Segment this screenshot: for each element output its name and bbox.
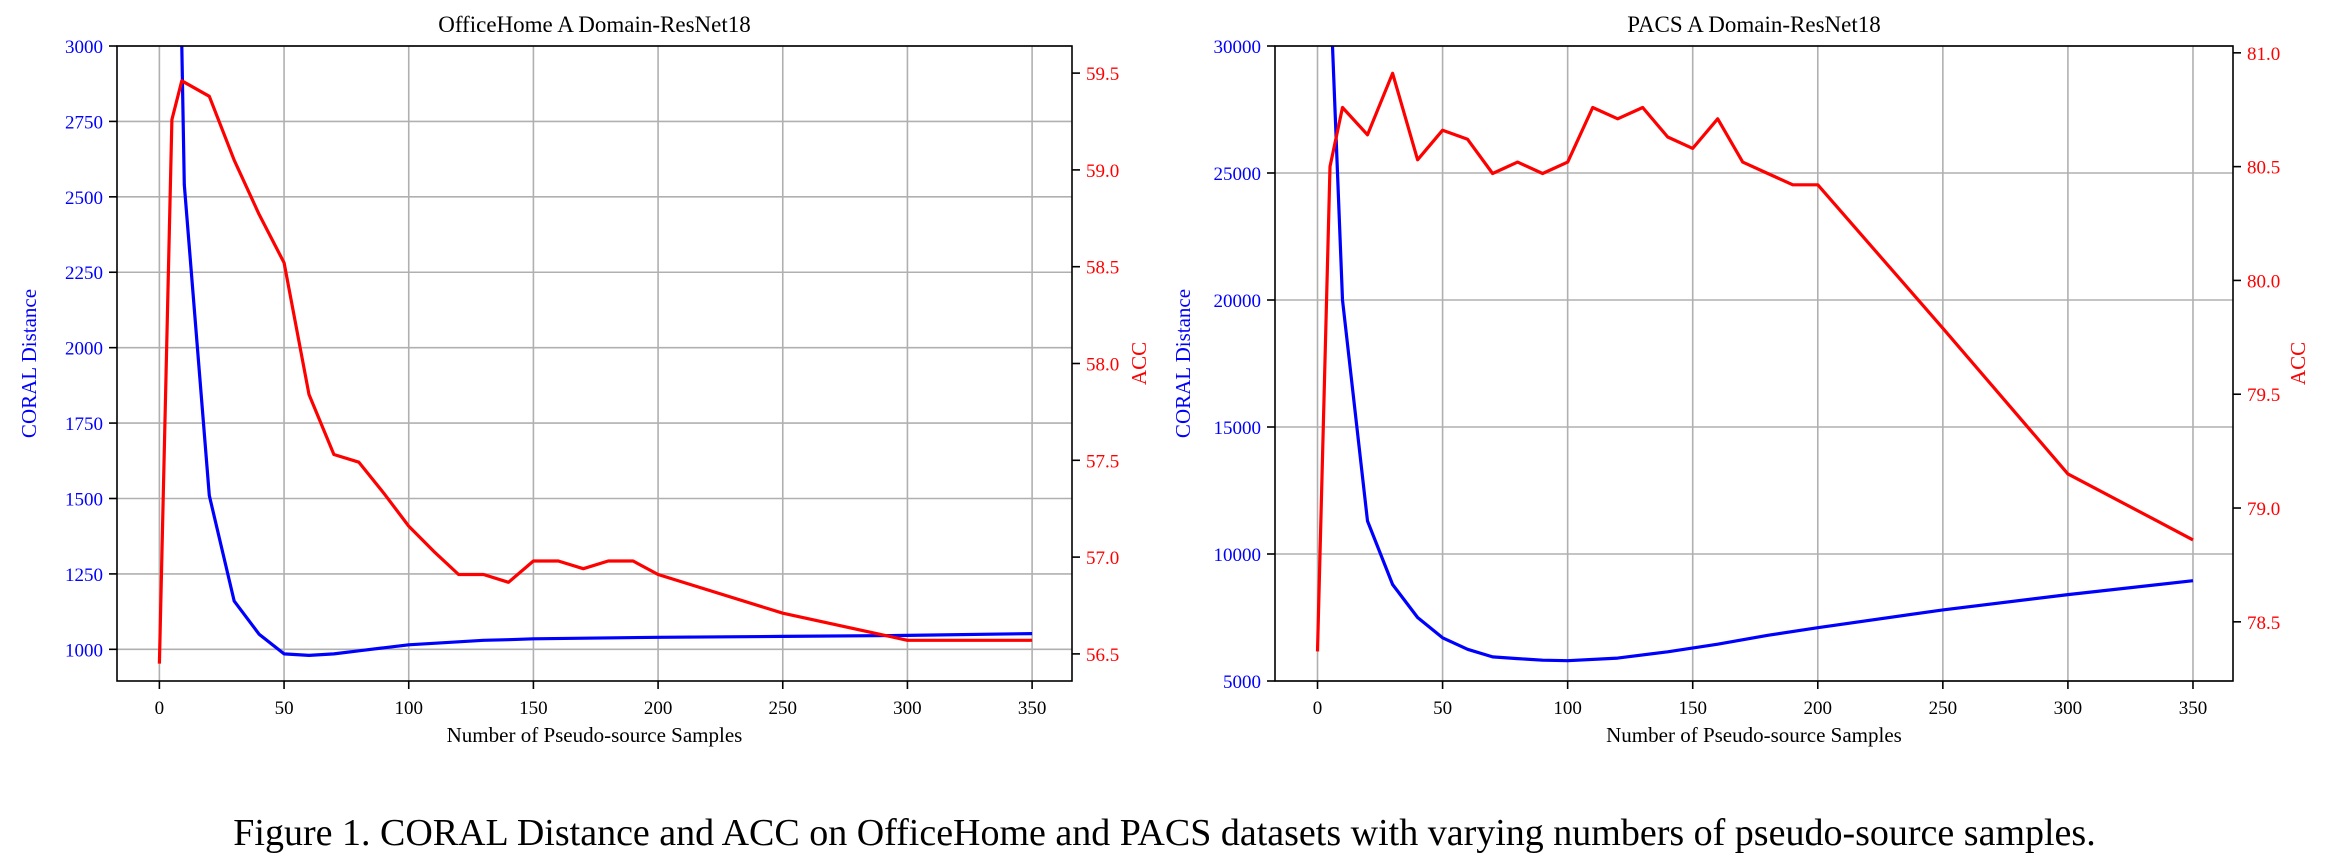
chart-2-y-right-tick-label: 80.0 bbox=[2247, 271, 2280, 292]
chart-2-x-tick-label: 250 bbox=[1929, 698, 1958, 719]
chart-2-series-coral-line bbox=[1330, 46, 2194, 663]
chart-2-x-axis-label: Number of Pseudo-source Samples bbox=[1606, 723, 1902, 747]
chart-2-y-right-tick-label: 80.5 bbox=[2247, 158, 2280, 179]
chart-2-x-tick-label: 50 bbox=[1433, 698, 1452, 719]
chart-2-plot-frame bbox=[1274, 45, 2234, 682]
chart-2-y-left-tick-label: 10000 bbox=[1214, 545, 1262, 566]
chart-1-y-left-tick-label: 3000 bbox=[65, 37, 103, 58]
chart-1-x-tick-label: 250 bbox=[769, 698, 798, 719]
chart-1-x-tick-label: 300 bbox=[893, 698, 922, 719]
chart-1-x-tick-label: 150 bbox=[519, 698, 548, 719]
chart-2-y-right-axis-label: ACC bbox=[2286, 342, 2310, 385]
chart-2-x-tick-label: 100 bbox=[1553, 698, 1582, 719]
chart-2-series-acc-line bbox=[1315, 71, 2194, 652]
chart-2-y-right-tick-label: 81.0 bbox=[2247, 44, 2280, 65]
chart-1-x-tick-label: 100 bbox=[394, 698, 423, 719]
figure-caption: Figure 1. CORAL Distance and ACC on Offi… bbox=[233, 812, 2096, 854]
chart-1-x-tick-label: 50 bbox=[275, 698, 294, 719]
chart-2-y-right-tick-label: 79.0 bbox=[2247, 499, 2280, 520]
chart-1-y-left-tick-label: 2000 bbox=[65, 339, 103, 360]
chart-2-y-right-tick-label: 79.5 bbox=[2247, 385, 2280, 406]
chart-1-y-left-tick-label: 1250 bbox=[65, 565, 103, 586]
chart-1-y-right-tick-label: 58.5 bbox=[1086, 258, 1119, 279]
chart-2-y-left-tick-label: 20000 bbox=[1214, 291, 1262, 312]
chart-1-series-acc-line bbox=[157, 79, 1033, 664]
chart-2-y-left-tick-label: 30000 bbox=[1214, 37, 1262, 58]
chart-2-y-left-tick-label: 25000 bbox=[1214, 164, 1262, 185]
chart-1-x-tick-label: 200 bbox=[644, 698, 673, 719]
chart-2-x-tick-label: 0 bbox=[1313, 698, 1323, 719]
chart-2-y-left-tick-label: 15000 bbox=[1214, 418, 1262, 439]
chart-1-y-left-axis-label: CORAL Distance bbox=[17, 289, 41, 438]
chart-2-y-left-tick-label: 5000 bbox=[1223, 672, 1261, 693]
chart-1-x-axis-label: Number of Pseudo-source Samples bbox=[447, 723, 743, 747]
chart-1-y-right-tick-label: 59.5 bbox=[1086, 64, 1119, 85]
chart-1-y-right-tick-label: 56.5 bbox=[1086, 645, 1119, 666]
chart-1-y-right-tick-label: 57.5 bbox=[1086, 451, 1119, 472]
chart-1-y-left-tick-label: 2500 bbox=[65, 188, 103, 209]
chart-1-y-right-tick-label: 59.0 bbox=[1086, 161, 1119, 182]
chart-1-plot-frame bbox=[116, 45, 1073, 682]
chart-1-y-right-axis-label: ACC bbox=[1127, 342, 1151, 385]
chart-1-y-right-tick-label: 57.0 bbox=[1086, 548, 1119, 569]
chart-1-y-left-tick-label: 1500 bbox=[65, 489, 103, 510]
chart-1-y-left-tick-label: 1750 bbox=[65, 414, 103, 435]
chart-2-x-tick-label: 300 bbox=[2054, 698, 2083, 719]
chart-1-x-tick-label: 0 bbox=[155, 698, 165, 719]
chart-2-x-tick-label: 200 bbox=[1804, 698, 1833, 719]
chart-2-y-left-axis-label: CORAL Distance bbox=[1171, 289, 1195, 438]
chart-1-y-left-tick-label: 2750 bbox=[65, 112, 103, 133]
chart-1-series-coral-line bbox=[180, 46, 1033, 658]
chart-1-y-right-tick-label: 58.0 bbox=[1086, 355, 1119, 376]
chart-1-y-left-tick-label: 1000 bbox=[65, 640, 103, 661]
chart-1-x-tick-label: 350 bbox=[1018, 698, 1047, 719]
chart-1-title: OfficeHome A Domain-ResNet18 bbox=[438, 12, 751, 37]
chart-2-x-tick-label: 350 bbox=[2179, 698, 2208, 719]
chart-2-x-tick-label: 150 bbox=[1678, 698, 1707, 719]
chart-1-y-left-tick-label: 2250 bbox=[65, 263, 103, 284]
chart-2-y-right-tick-label: 78.5 bbox=[2247, 613, 2280, 634]
chart-2-title: PACS A Domain-ResNet18 bbox=[1627, 12, 1880, 37]
